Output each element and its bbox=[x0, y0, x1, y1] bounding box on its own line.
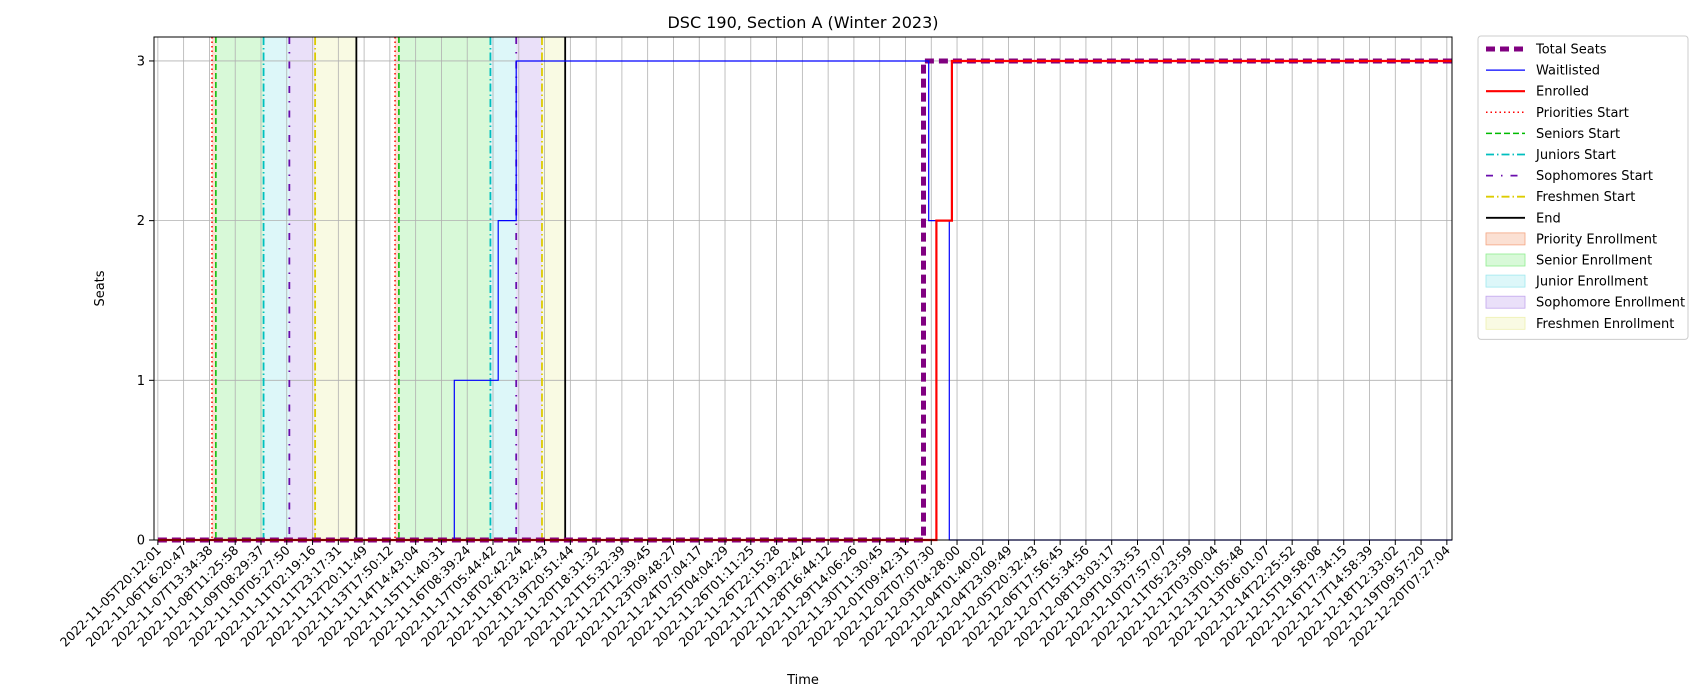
y-tick-label: 3 bbox=[137, 54, 145, 69]
chart-title: DSC 190, Section A (Winter 2023) bbox=[667, 13, 938, 32]
plot-frame bbox=[153, 36, 1453, 541]
legend-label: Senior Enrollment bbox=[1536, 254, 1652, 269]
legend-label: Total Seats bbox=[1535, 43, 1607, 58]
shaded-region bbox=[212, 37, 216, 540]
grid-lines bbox=[154, 37, 1452, 541]
legend-swatch bbox=[1485, 274, 1526, 288]
legend-label: End bbox=[1536, 211, 1561, 226]
legend-label: Enrolled bbox=[1536, 85, 1589, 100]
legend-label: Sophomores Start bbox=[1536, 169, 1653, 184]
legend-swatch bbox=[1485, 232, 1526, 246]
legend-swatch bbox=[1485, 295, 1526, 309]
y-axis-ticks: 0 1 2 3 bbox=[137, 54, 154, 549]
shaded-region bbox=[395, 37, 399, 540]
shaded-region bbox=[289, 37, 316, 540]
legend-box bbox=[1477, 35, 1689, 340]
legend-label: Freshmen Enrollment bbox=[1536, 317, 1674, 332]
y-axis-label: Seats bbox=[93, 270, 108, 306]
shaded-region bbox=[398, 37, 491, 540]
legend: Total Seats Waitlisted Enrolled Priorities … bbox=[1477, 35, 1689, 340]
vertical-markers bbox=[211, 37, 567, 540]
legend-label: Waitlisted bbox=[1536, 64, 1600, 79]
legend-label: Junior Enrollment bbox=[1535, 275, 1648, 290]
shaded-region bbox=[263, 37, 290, 540]
shaded-regions bbox=[212, 37, 566, 540]
legend-label: Freshmen Start bbox=[1536, 190, 1635, 205]
y-tick-label: 0 bbox=[137, 534, 145, 549]
legend-label: Priorities Start bbox=[1536, 106, 1629, 121]
legend-label: Seniors Start bbox=[1536, 127, 1620, 142]
shaded-region bbox=[516, 37, 542, 540]
x-axis-ticks: 2022-11-05T20:12:012022-11-06T16:20:4720… bbox=[57, 540, 1453, 650]
shaded-region bbox=[541, 37, 566, 540]
series-line bbox=[157, 60, 1452, 541]
x-axis-label: Time bbox=[786, 673, 819, 688]
legend-label: Priority Enrollment bbox=[1536, 232, 1657, 247]
shaded-region bbox=[315, 37, 357, 540]
legend-swatch bbox=[1485, 253, 1526, 267]
y-tick-label: 2 bbox=[137, 214, 145, 229]
legend-label: Sophomore Enrollment bbox=[1536, 296, 1685, 311]
shaded-region bbox=[215, 37, 264, 540]
legend-swatch bbox=[1485, 316, 1526, 330]
shaded-region bbox=[490, 37, 517, 540]
legend-label: Juniors Start bbox=[1535, 148, 1616, 163]
y-tick-label: 1 bbox=[137, 374, 145, 389]
